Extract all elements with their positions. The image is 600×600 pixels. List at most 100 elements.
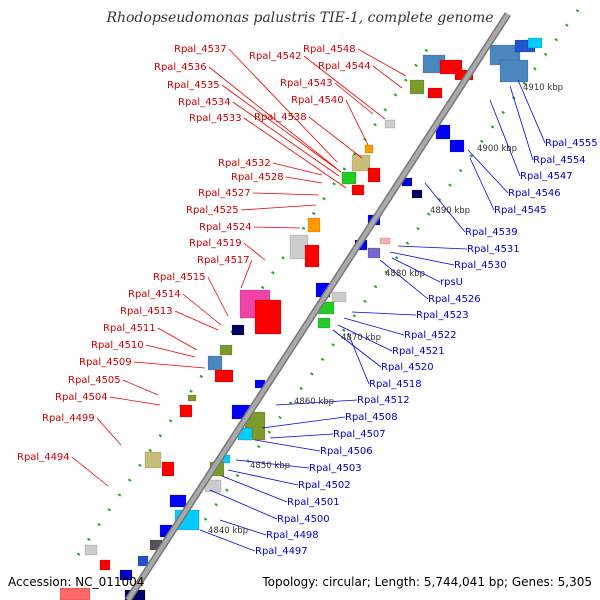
gene-block [144, 451, 162, 469]
gene-block [384, 119, 396, 129]
gene-label-rpal-4545: Rpal_4545 [494, 205, 547, 216]
leader-line [337, 324, 393, 352]
gene-label-rpal-4538: Rpal_4538 [254, 112, 307, 123]
gene-label-rpal-4522: Rpal_4522 [404, 330, 457, 341]
gene-block [84, 544, 98, 556]
gene-block [179, 404, 193, 418]
gene-label-rpal-4507: Rpal_4507 [333, 429, 386, 440]
kbp-tick-label: 4840 kbp [208, 526, 248, 536]
gene-block [231, 324, 245, 336]
leader-line [174, 310, 219, 331]
gene-label-rpal-4521: Rpal_4521 [392, 346, 445, 357]
leader-line [145, 344, 196, 358]
kbp-tick-label: 4850 kbp [250, 461, 290, 471]
gene-block [214, 369, 234, 383]
leader-line [235, 459, 310, 469]
gene-block [499, 59, 529, 83]
gene-block [409, 79, 425, 95]
gene-block [219, 344, 233, 356]
leader-line [509, 85, 534, 161]
leader-line [109, 396, 161, 406]
gene-label-rpal-4536: Rpal_4536 [154, 62, 207, 73]
gene-label-rpal-4494: Rpal_4494 [17, 452, 70, 463]
leader-line [489, 99, 521, 177]
gene-label-rpal-4531: Rpal_4531 [467, 244, 520, 255]
gene-block [99, 559, 111, 571]
gene-label-rpal-4548: Rpal_4548 [303, 44, 356, 55]
gene-label-rpal-4530: Rpal_4530 [454, 260, 507, 271]
gene-label-rpal-4554: Rpal_4554 [533, 155, 586, 166]
gene-block [367, 167, 381, 183]
leader-line [71, 456, 109, 487]
kbp-tick-labels: 4840 kbp 4850 kbp 4860 kbp 4870 kbp 4880 kbp… [208, 83, 563, 536]
gene-block [187, 394, 197, 402]
gene-block [427, 87, 443, 99]
gene-label-rpal-4519: Rpal_4519 [189, 238, 242, 249]
gene-label-rpal-4510: Rpal_4510 [91, 340, 144, 351]
gene-block [331, 291, 347, 303]
gene-block [367, 247, 381, 259]
leader-line [389, 251, 455, 266]
gene-label-rpal-4498: Rpal_4498 [266, 530, 319, 541]
gene-block [351, 154, 371, 172]
gene-label-rpal-4544: Rpal_4544 [318, 61, 371, 72]
leader-line [219, 519, 267, 536]
gene-block [207, 355, 223, 371]
gene-block [254, 299, 282, 335]
label-leader-lines [71, 48, 546, 552]
gene-labels: Rpal_4548 Rpal_4544 Rpal_4543 Rpal_4542 Rpal… [17, 44, 598, 557]
kbp-tick-label: 4900 kbp [477, 144, 517, 154]
gene-label-rpal-4515: Rpal_4515 [153, 272, 206, 283]
gene-label-rpal-4532: Rpal_4532 [218, 158, 271, 169]
leader-line [182, 293, 222, 326]
gene-label-rpal-4509: Rpal_4509 [79, 357, 132, 368]
gene-label-rpal-4497: Rpal_4497 [255, 546, 308, 557]
gene-label-rpal-4518: Rpal_4518 [369, 379, 422, 390]
gene-label-rpal-4547: Rpal_4547 [520, 171, 573, 182]
gene-block [449, 139, 465, 153]
gene-label-rpal-4506: Rpal_4506 [320, 446, 373, 457]
leader-line [308, 116, 363, 159]
leader-line [240, 204, 317, 211]
gene-block [411, 189, 423, 199]
leader-line [254, 439, 321, 452]
gene-block [351, 184, 365, 196]
gene-features [59, 37, 543, 600]
leader-line [157, 327, 198, 351]
kbp-tick-label: 4880 kbp [385, 269, 425, 279]
gene-label-rpal-4525: Rpal_4525 [186, 205, 239, 216]
leader-line [517, 79, 546, 144]
gene-block [379, 237, 391, 245]
gene-label-rpal-4504: Rpal_4504 [55, 392, 108, 403]
gene-label-rpal-4526: Rpal_4526 [428, 294, 481, 305]
kbp-tick-label: 4860 kbp [294, 397, 334, 407]
accession-text: Accession: NC_011004 [8, 575, 145, 589]
gene-label-rpal-4543: Rpal_4543 [280, 78, 333, 89]
leader-line [228, 48, 338, 163]
topology-text: Topology: circular; Length: 5,744,041 bp… [262, 575, 592, 589]
backbone-line [126, 12, 510, 600]
leader-line [345, 99, 369, 146]
leader-line [275, 399, 358, 406]
leader-line [240, 259, 253, 289]
gene-label-rpal-4514: Rpal_4514 [128, 289, 181, 300]
leader-line [391, 257, 441, 283]
gene-label-rpal-4535: Rpal_4535 [167, 80, 220, 91]
kbp-tick-label: 4910 kbp [523, 83, 563, 93]
leader-line [379, 259, 429, 300]
leader-line [424, 182, 466, 233]
gene-label-rpal-4501: Rpal_4501 [287, 497, 340, 508]
genome-backbone [125, 12, 511, 600]
gene-label-rpal-4539: Rpal_4539 [465, 227, 518, 238]
leader-line [253, 226, 301, 229]
leader-line [351, 311, 417, 316]
gene-label-rpal-4503: Rpal_4503 [309, 463, 362, 474]
leader-line [221, 475, 288, 503]
leader-line [122, 379, 159, 396]
leader-line [357, 48, 407, 77]
leader-line [221, 84, 342, 173]
leader-line [334, 82, 374, 115]
gene-label-rpal-4502: Rpal_4502 [298, 480, 351, 491]
leader-line [243, 242, 266, 261]
